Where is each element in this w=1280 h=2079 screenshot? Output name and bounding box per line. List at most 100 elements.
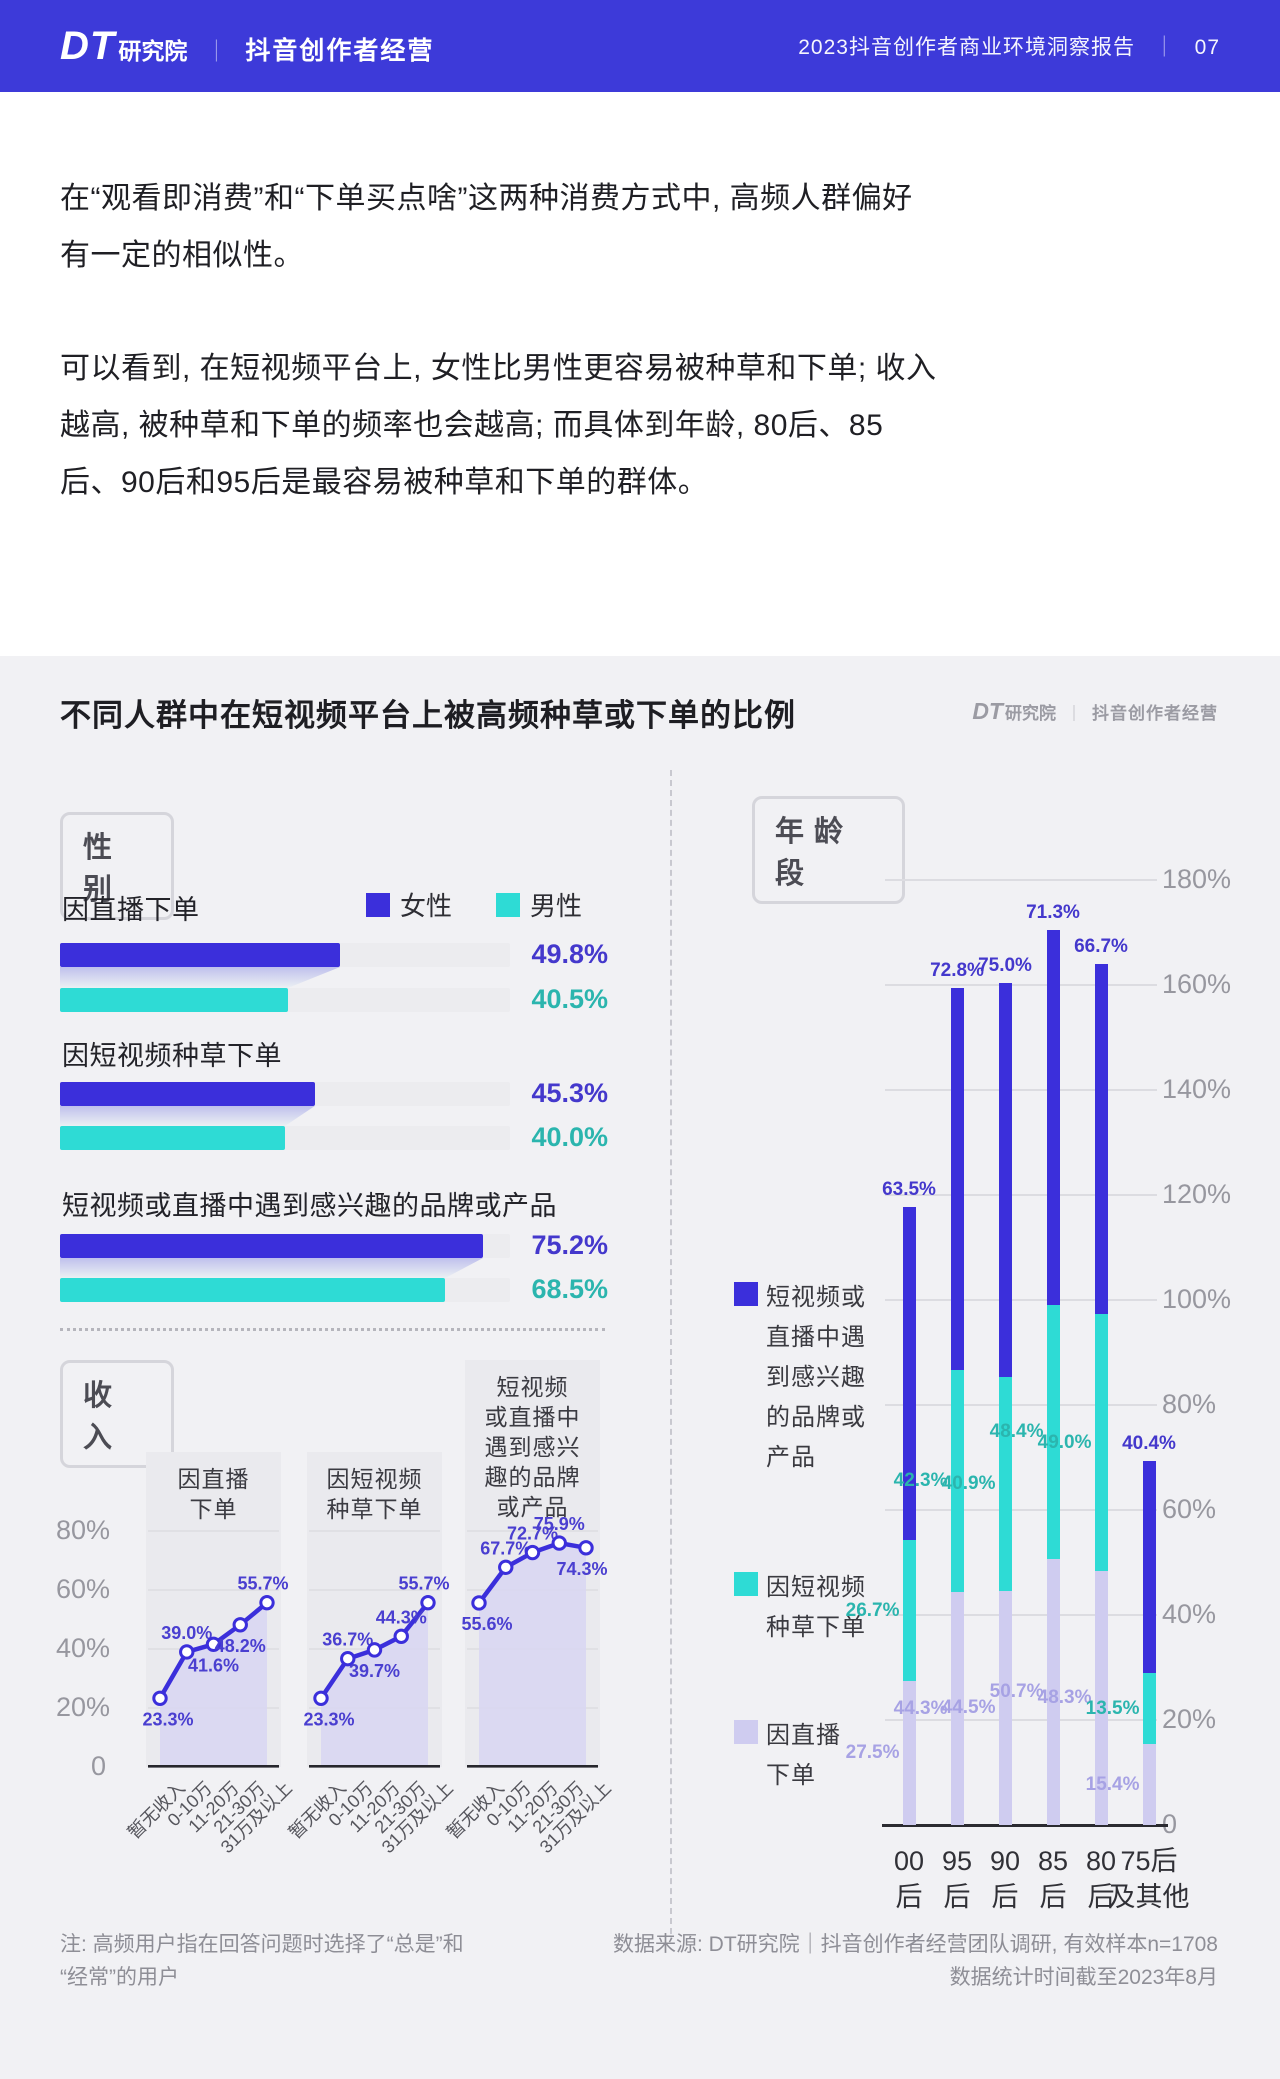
watermark-logo: DT 研究院 ｜ 抖音创作者经营 (972, 698, 1218, 725)
age-bar-live (902, 1680, 916, 1825)
legend-label-brand: 短视频或 直播中遇 到感兴趣 的品牌或 产品 (766, 1284, 866, 1471)
gender-bar-row-male: 40.0% (60, 1122, 616, 1152)
legend-label-shortvideo: 因短视频 种草下单 (766, 1574, 866, 1641)
age-gridline (885, 1614, 1157, 1616)
age-bar-short (1046, 1304, 1060, 1559)
age-axis-line (882, 1824, 1168, 1827)
age-xtick: 95 后 (941, 1846, 973, 1912)
age-bar-short (950, 1370, 964, 1593)
age-bar-brand (1142, 1461, 1156, 1674)
watermark-separator: ｜ (1065, 706, 1082, 723)
income-chart-title: 短视频 或直播中 遇到感兴 趣的品牌 或产品 (484, 1374, 581, 1520)
age-value-live: 48.3% (1037, 1687, 1092, 1709)
age-bar-live (1094, 1571, 1108, 1825)
legend-label-live: 因直播 下单 (766, 1722, 841, 1789)
age-value-live: 27.5% (845, 1741, 900, 1763)
income-tag: 收入 (60, 1360, 175, 1468)
gender-bar-row-female: 45.3% (60, 1078, 616, 1108)
gender-group-label: 因直播下单 (62, 895, 200, 925)
income-line-plot: 55.6% 67.7%72.7%75.9% 74.3% (461, 1514, 608, 1768)
age-ytick: 80% (1162, 1389, 1217, 1419)
age-ytick: 140% (1162, 1074, 1232, 1104)
income-ytick: 0 (90, 1751, 106, 1781)
age-value-live: 15.4% (1085, 1773, 1140, 1795)
brand-logo: DT 研究院 ｜ 抖音创作者经营 (60, 24, 434, 69)
age-value-brand: 75.0% (978, 954, 1032, 976)
bar-value-male: 68.5% (531, 1274, 608, 1304)
intro-paragraph-2: 可以看到, 在短视频平台上, 女性比男性更容易被种草和下单; 收入越高, 被种草… (60, 352, 937, 499)
gender-bar-row-female: 75.2% (60, 1230, 616, 1260)
age-bar-brand (902, 1207, 916, 1541)
bar-value-female: 45.3% (531, 1078, 608, 1108)
bar-value-female: 49.8% (531, 939, 608, 969)
page-separator: ｜ (1153, 36, 1176, 59)
top-header-bar: DT 研究院 ｜ 抖音创作者经营 2023抖音创作者商业环境洞察报告 ｜ 07 (0, 0, 1280, 92)
age-gridline (885, 1719, 1157, 1721)
age-bar-brand (1094, 964, 1108, 1315)
svg-text:55.7%: 55.7% (398, 1574, 449, 1594)
gender-bar-chart: 因直播下单 女性 男性 49.8% 40.5% 因短视频种草下单 45.3% 40.0% 短视频… (60, 656, 616, 1316)
income-chart-title: 因短视频 种草下单 (326, 1466, 423, 1522)
intro-section: 在“观看即消费”和“下单买点啥”这两种消费方式中, 高频人群偏好有一定的相似性。… (0, 92, 1280, 656)
age-xtick: 80 后 (1085, 1846, 1117, 1912)
report-name: 2023抖音创作者商业环境洞察报告 (798, 36, 1135, 59)
bar-male (60, 988, 288, 1012)
brand-separator: ｜ (205, 38, 228, 64)
svg-text:55.6%: 55.6% (461, 1614, 512, 1634)
svg-text:67.7%: 67.7% (480, 1538, 531, 1558)
bar-value-female: 75.2% (531, 1230, 608, 1260)
male-legend-swatch (496, 892, 520, 917)
age-ytick: 40% (1162, 1599, 1217, 1629)
age-gridline (885, 1089, 1157, 1091)
bar-value-male: 40.5% (531, 984, 608, 1014)
age-value-short: 13.5% (1085, 1697, 1140, 1719)
income-ytick: 40% (56, 1633, 111, 1663)
income-line-plot: 23.3% 36.7% 39.7% 44.3% 55.7% (303, 1530, 450, 1768)
age-tag: 年龄段 (752, 796, 906, 904)
footnote: 注: 高频用户指在回答问题时选择了“总是”和 “经常”的用户 (60, 1933, 464, 1989)
age-bar-live (998, 1591, 1012, 1825)
age-legend-shortvideo: 因短视频 种草下单 (734, 1568, 884, 1648)
age-legend-live: 因直播 下单 (734, 1716, 884, 1796)
age-gridline (885, 1509, 1157, 1511)
age-bar-short (1142, 1673, 1156, 1745)
bar-connector (60, 967, 341, 988)
gender-bar-row-female: 49.8% (60, 939, 616, 969)
svg-text:23.3%: 23.3% (303, 1709, 354, 1729)
legend-female: 女性 (366, 886, 452, 923)
age-ytick: 60% (1162, 1494, 1217, 1524)
age-bar-brand (998, 982, 1012, 1377)
age-value-brand: 66.7% (1074, 936, 1128, 957)
legend-male: 男性 (496, 886, 582, 923)
watermark-dt: DT (972, 698, 1003, 724)
age-stacked-chart: 年龄段 短视频或 直播中遇 到感兴趣 的品牌或 产品 因短视频 种草下单 因直播… (660, 796, 1260, 2036)
age-ytick: 180% (1162, 864, 1232, 894)
gender-bar-row-male: 68.5% (60, 1274, 616, 1304)
income-ytick: 80% (56, 1515, 111, 1545)
age-value-short: 49.0% (1037, 1431, 1092, 1453)
bar-female (60, 1082, 315, 1106)
legend-swatch-lavender (734, 1720, 758, 1744)
age-ytick: 120% (1162, 1179, 1232, 1209)
age-value-short: 40.9% (941, 1473, 996, 1494)
age-bar-short (998, 1376, 1012, 1592)
age-gridline (885, 1299, 1157, 1301)
age-value-live: 44.3% (893, 1697, 948, 1719)
gender-group-label: 因短视频种草下单 (62, 1041, 282, 1071)
chart-section: 不同人群中在短视频平台上被高频种草或下单的比例 DT 研究院 ｜ 抖音创作者经营… (0, 656, 1280, 2079)
dotted-divider (60, 1328, 605, 1331)
income-chart-title: 因直播 下单 (177, 1466, 250, 1522)
age-bar-brand (950, 988, 964, 1371)
svg-text:36.7%: 36.7% (322, 1630, 373, 1650)
dashed-divider (670, 770, 672, 1934)
age-ytick: 160% (1162, 969, 1232, 999)
brand-suffix: 研究院 (118, 37, 188, 64)
age-xtick: 90 后 (989, 1846, 1021, 1912)
age-xtick: 85 后 (1037, 1846, 1069, 1912)
age-bar-live (1046, 1558, 1060, 1825)
male-legend-label: 男性 (530, 891, 583, 921)
age-bar-live (1142, 1744, 1156, 1825)
age-gridline (885, 1404, 1157, 1406)
bar-connector (60, 1106, 315, 1126)
bar-male (60, 1126, 285, 1150)
